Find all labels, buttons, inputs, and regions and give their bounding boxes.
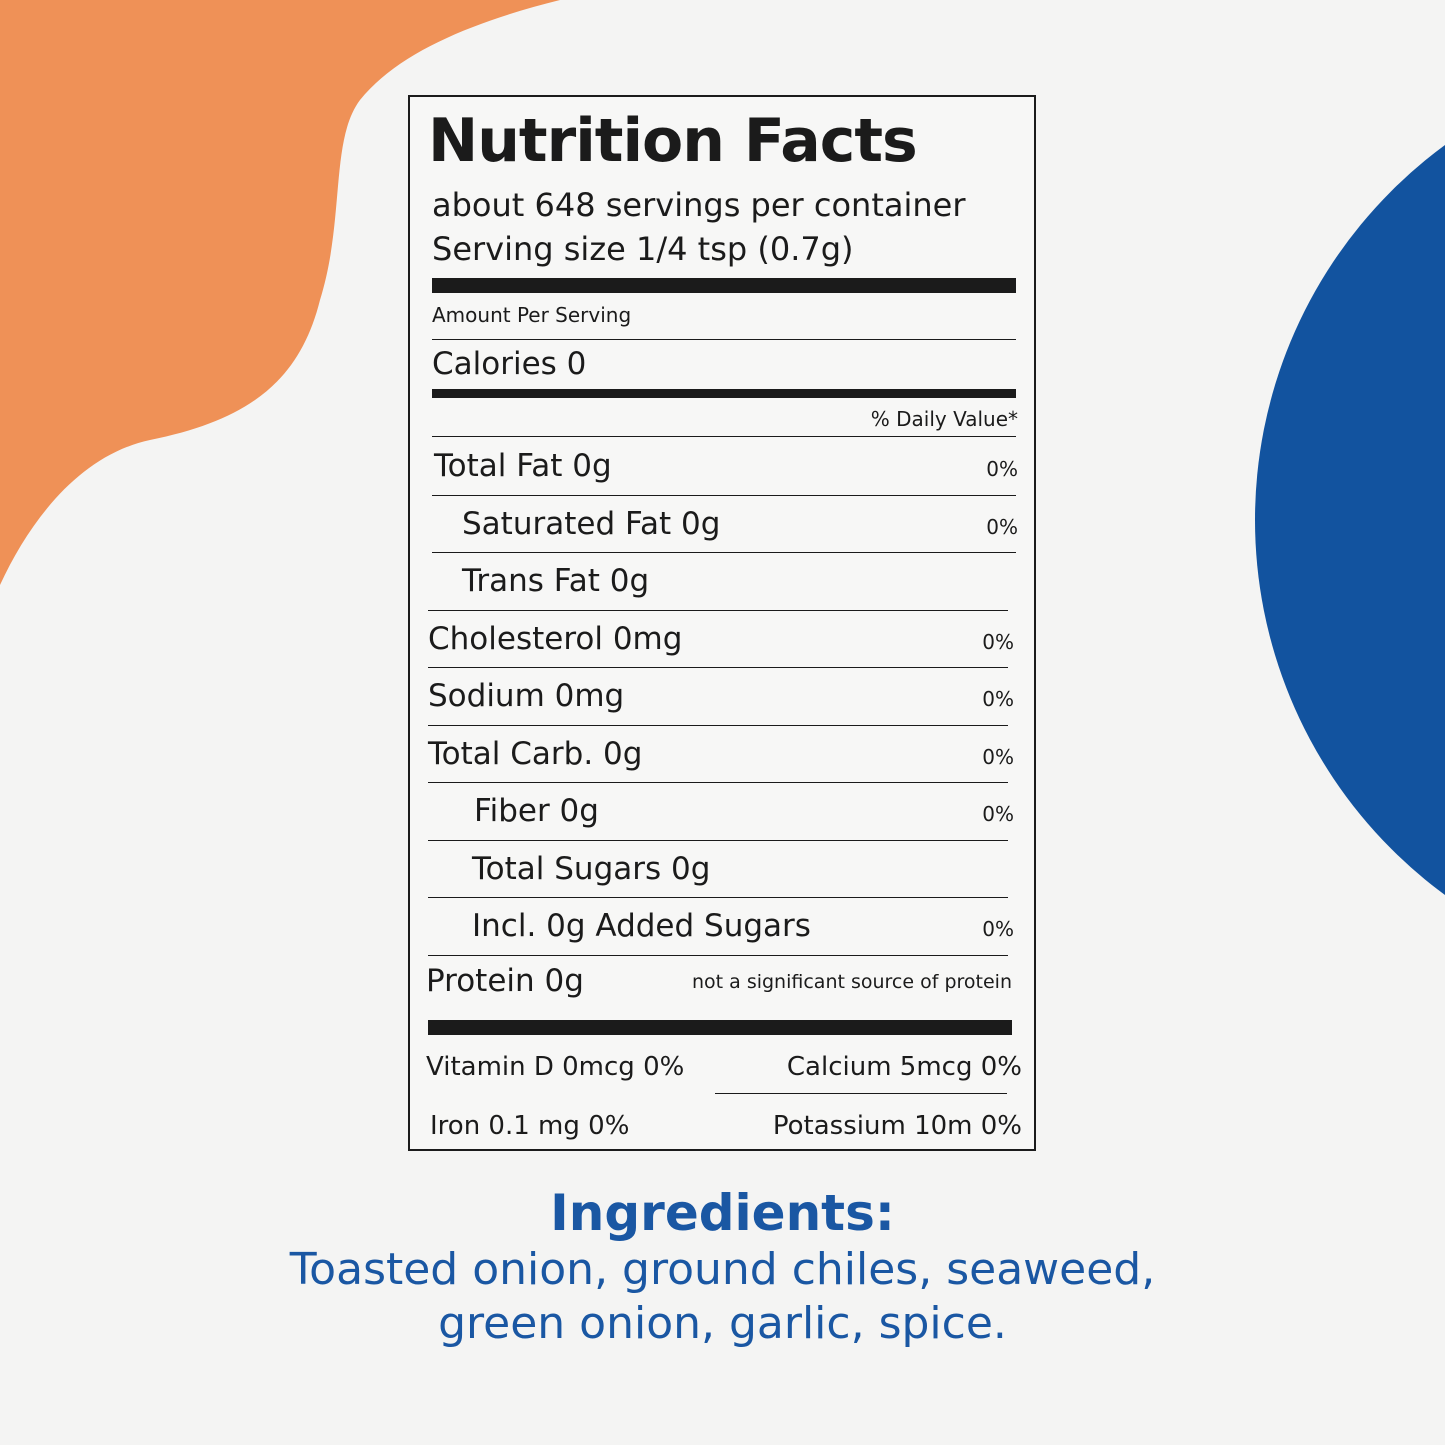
rule [428, 954, 1008, 956]
title: Nutrition Facts [428, 106, 918, 176]
nutrition-label: Nutrition Facts about 648 servings per c… [408, 95, 1036, 1151]
vitamin: Calcium 5mcg 0% [786, 1052, 1022, 1082]
protein-note: not a significant source of protein [691, 971, 1012, 993]
nutrient-name: Saturated Fat 0g [462, 505, 721, 542]
thick-rule [432, 278, 1016, 293]
daily-value: 0% [986, 514, 1018, 539]
daily-value: 0% [982, 687, 1014, 711]
nutrient-name: Trans Fat 0g [462, 563, 650, 599]
serving-size: Serving size 1/4 tsp (0.7g) [432, 230, 854, 268]
amount-per-serving: Amount Per Serving [432, 303, 632, 327]
thick-rule [428, 1020, 1012, 1035]
rule [432, 339, 1016, 340]
nutrient-name: Total Carb. 0g [428, 735, 643, 772]
rule [428, 667, 1008, 668]
rule [428, 724, 1008, 726]
vitamin: Vitamin D 0mcg 0% [426, 1052, 685, 1082]
vitamin: Potassium 10m 0% [772, 1111, 1022, 1141]
rule [428, 782, 1008, 783]
rule [432, 494, 1016, 496]
daily-value: 0% [986, 457, 1018, 481]
nutrient-name: Total Fat 0g [434, 448, 612, 484]
daily-value: 0% [982, 744, 1014, 769]
daily-value-header: % Daily Value* [870, 407, 1018, 431]
rule [432, 552, 1016, 553]
rule [428, 839, 1008, 841]
ingredients-line: Toasted onion, ground chiles, seaweed, [289, 1244, 1156, 1295]
nutrient-name: Sodium 0mg [428, 678, 625, 714]
ingredients-heading: Ingredients: [550, 1184, 895, 1242]
rule [428, 609, 1008, 611]
ingredients-line: green onion, garlic, spice. [438, 1298, 1007, 1349]
daily-value: 0% [982, 917, 1014, 941]
calories: Calories 0 [432, 346, 587, 382]
orange-shape [0, 0, 560, 585]
blue-circle [1255, 145, 1445, 895]
rule [428, 897, 1008, 898]
daily-value: 0% [982, 629, 1014, 654]
nutrient-name: Fiber 0g [474, 793, 599, 829]
thick-rule [432, 389, 1016, 398]
vitamin: Iron 0.1 mg 0% [430, 1111, 630, 1141]
daily-value: 0% [982, 802, 1014, 826]
rule [715, 1093, 1007, 1094]
servings: about 648 servings per container [432, 186, 966, 224]
protein: Protein 0g [426, 963, 584, 999]
nutrient-name: Cholesterol 0mg [428, 620, 683, 657]
nutrient-name: Incl. 0g Added Sugars [472, 908, 811, 944]
nutrient-name: Total Sugars 0g [472, 850, 711, 887]
rule [432, 436, 1016, 437]
